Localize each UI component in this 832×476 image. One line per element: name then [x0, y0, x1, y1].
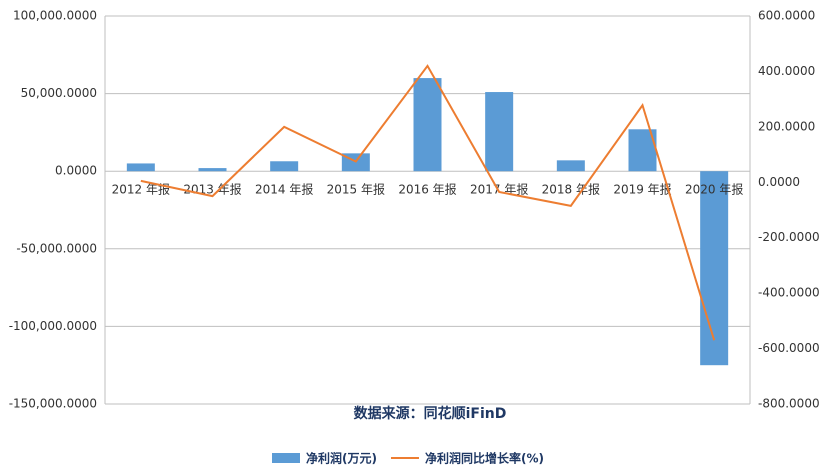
line [140, 64, 716, 341]
y2-tick-label: 400.0000 [758, 64, 815, 78]
legend-label: 净利润同比增长率(%) [425, 451, 544, 466]
y-tick-label: 0.0000 [55, 164, 97, 178]
x-tick-label: 2013 年报 [183, 182, 241, 197]
y2-tick-label: -200.0000 [758, 230, 820, 244]
source-annotation: 数据来源：同花顺iFinD [354, 405, 507, 422]
bar [126, 163, 155, 172]
legend-swatch [272, 453, 300, 463]
y-tick-label: -100,000.0000 [9, 319, 97, 333]
y2-tick-label: 0.0000 [758, 175, 800, 189]
x-tick-label: 2018 年报 [542, 182, 600, 197]
y2-tick-label: -800.0000 [758, 397, 820, 411]
y-tick-label: 50,000.0000 [21, 86, 97, 100]
x-tick-label: 2012 年报 [112, 182, 170, 197]
bar [700, 171, 729, 366]
y-tick-label: -150,000.0000 [9, 397, 97, 411]
x-tick-label: 2020 年报 [685, 182, 743, 197]
bar [198, 168, 227, 172]
x-tick-label: 2016 年报 [398, 182, 456, 197]
x-tick-label: 2015 年报 [327, 182, 385, 197]
y-tick-label: 100,000.0000 [13, 9, 97, 23]
bar [485, 92, 514, 172]
legend-label: 净利润(万元) [306, 451, 377, 466]
y2-tick-label: 600.0000 [758, 9, 815, 23]
x-tick-label: 2017 年报 [470, 182, 528, 197]
y2-tick-label: 200.0000 [758, 119, 815, 133]
bar [413, 78, 442, 172]
y2-tick-label: -600.0000 [758, 341, 820, 355]
x-tick-label: 2014 年报 [255, 182, 313, 197]
bar [270, 161, 299, 172]
y2-tick-label: -400.0000 [758, 286, 820, 300]
y-tick-label: -50,000.0000 [16, 241, 97, 255]
x-tick-label: 2019 年报 [613, 182, 671, 197]
bar [556, 160, 585, 172]
